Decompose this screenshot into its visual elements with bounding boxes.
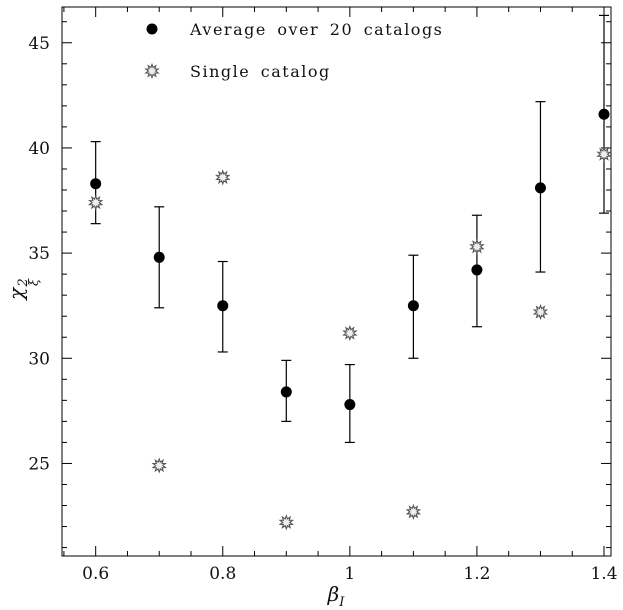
x-axis-label: βI: [328, 582, 345, 610]
y-tick-label: 45: [28, 34, 50, 54]
x-tick-label: 0.6: [82, 564, 109, 584]
data-point-single: [215, 169, 231, 186]
data-point-average: [471, 264, 483, 276]
plot-frame: [61, 6, 612, 557]
legend-label-average: Average over 20 catalogs: [189, 20, 443, 39]
data-point-single: [342, 324, 358, 342]
y-tick-label: 30: [28, 349, 50, 369]
data-point-single: [151, 457, 167, 474]
data-point-single: [469, 238, 485, 255]
x-tick-label: 1.4: [590, 564, 617, 584]
legend: Average over 20 catalogs Single catalog: [144, 20, 443, 81]
x-tick-label: 0.8: [209, 564, 236, 584]
data-point-average: [90, 178, 102, 190]
data-point-average: [534, 182, 546, 194]
data-point-average: [598, 108, 610, 120]
x-axis-label-sub: I: [339, 595, 345, 610]
data-point-average: [407, 300, 419, 312]
filled-circle-marker-icon: [146, 23, 158, 35]
data-point-average: [217, 300, 229, 312]
data-point-average: [344, 399, 356, 411]
data-point-single: [405, 503, 422, 520]
data-point-average: [153, 251, 165, 263]
y-tick-label: 25: [28, 454, 50, 474]
data-point-average: [280, 386, 292, 398]
y-axis-label-sub: ξ: [27, 278, 42, 287]
data-point-single: [278, 514, 295, 531]
legend-label-single: Single catalog: [190, 62, 331, 81]
x-axis-label-base: β: [327, 582, 340, 606]
x-tick-label: 1.2: [463, 564, 490, 584]
data-point-single: [532, 303, 549, 321]
data-point-single: [596, 146, 612, 163]
star-marker-icon: [144, 62, 160, 80]
y-tick-label: 40: [28, 139, 50, 159]
ticks: [62, 7, 611, 556]
data-point-single: [87, 194, 104, 211]
y-tick-label: 35: [28, 244, 50, 264]
y-axis-label-base: χ: [4, 287, 28, 300]
x-tick-label: 1: [344, 564, 355, 584]
